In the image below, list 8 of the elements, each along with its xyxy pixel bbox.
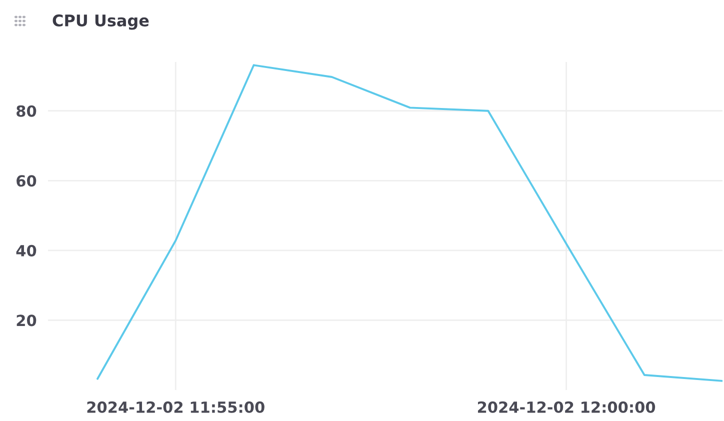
y-tick-label: 80 <box>16 105 36 117</box>
y-tick-label: 60 <box>16 175 36 187</box>
chart-title: CPU Usage <box>52 14 149 30</box>
x-tick-label: 2024-12-02 11:55:00 <box>87 401 264 413</box>
y-tick-label: 20 <box>16 314 36 326</box>
y-tick-label: 40 <box>16 244 36 256</box>
x-tick-label: 2024-12-02 12:00:00 <box>478 401 656 413</box>
line-series <box>96 64 723 382</box>
